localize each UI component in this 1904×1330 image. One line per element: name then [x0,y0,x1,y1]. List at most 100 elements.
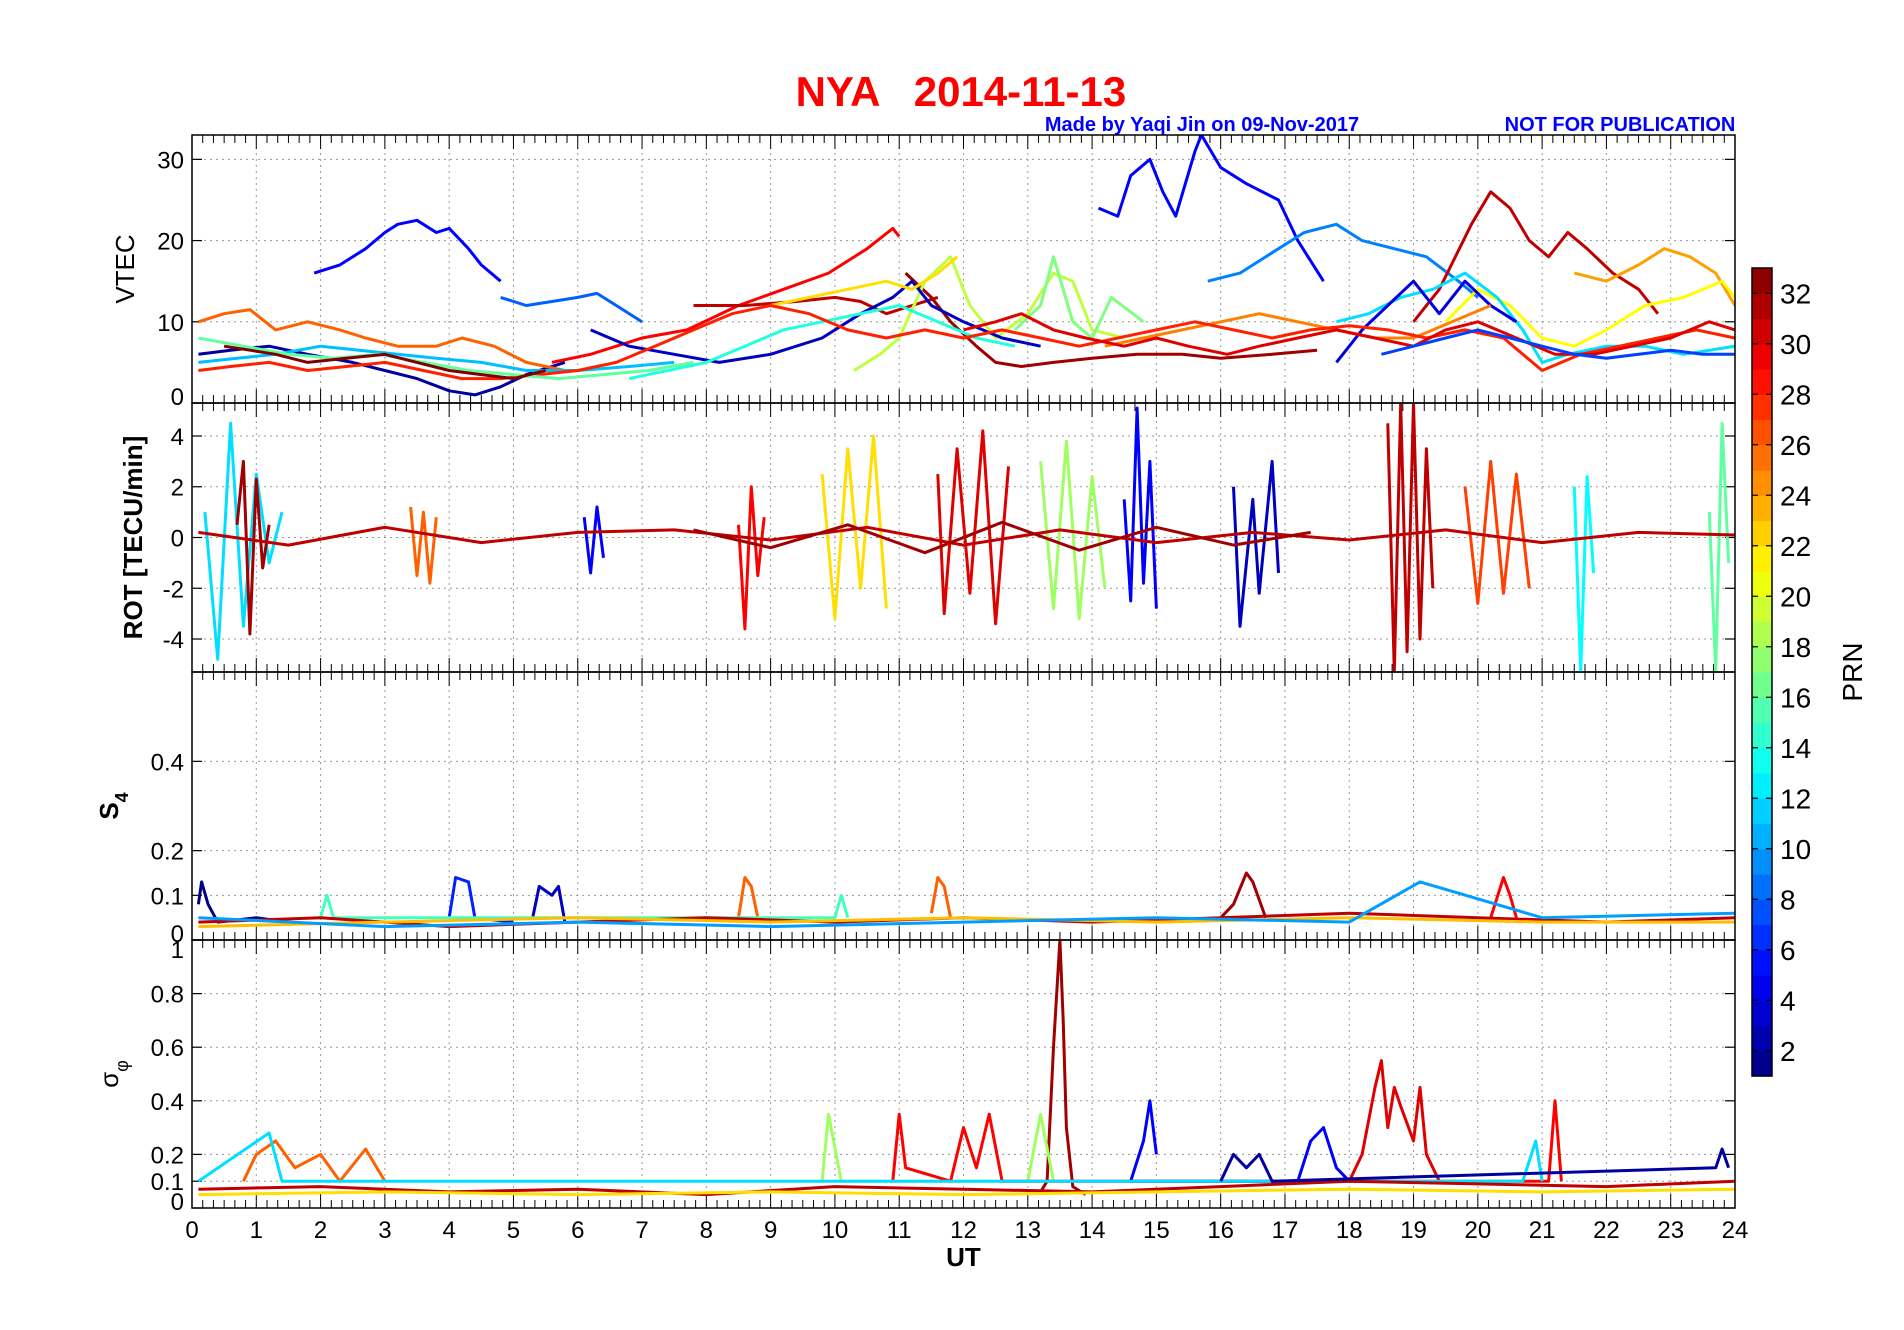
title-station: NYA [796,68,881,115]
series-prn-26 [409,506,438,585]
series-prn-30 [936,429,1010,626]
xtick-label: 15 [1143,1217,1170,1244]
colorbar-tick-label: 10 [1780,834,1811,865]
colorbar-segment [1752,823,1772,850]
xtick-label: 7 [635,1217,648,1244]
series-prn-2 [1219,1147,1731,1183]
series-prn-19 [853,255,1125,372]
ytick-label: 0.2 [151,839,184,866]
series-group [197,940,1735,1197]
colorbar-tick-label: 22 [1780,531,1811,562]
series-prn-23 [198,916,1735,929]
series-prn-5 [1097,135,1325,283]
ytick-label: 0 [171,526,184,553]
colorbar-segment [1752,394,1772,421]
colorbar-label: PRN [1837,642,1868,701]
series-prn-5 [1122,406,1158,609]
colorbar-tick-label: 8 [1780,884,1796,915]
ytick-label: 0.6 [151,1035,184,1062]
series-prn-26 [737,876,760,919]
xtick-label: 5 [507,1217,520,1244]
colorbar-tick-label: 20 [1780,581,1811,612]
ytick-label: 0.4 [151,749,184,776]
series-prn-17 [1013,255,1145,340]
colorbar-tick-label: 6 [1780,935,1796,966]
series-prn-27 [1463,459,1531,605]
series-prn-31 [693,295,939,316]
colorbar-tick-label: 24 [1780,480,1811,511]
series-prn-26 [242,1139,387,1183]
panel-sigma_phi: 00.10.2 0.4 0.6 0.8 1 σφ [94,937,1736,1216]
xtick-label: 18 [1336,1217,1363,1244]
credit-notice: NOT FOR PUBLICATION [1505,114,1736,136]
series-group [196,871,1735,929]
ylabel-vtec: VTEC [110,234,140,303]
colorbar-segment [1752,1025,1772,1052]
colorbar-segment [1752,646,1772,673]
series-prn-30 [963,312,1735,356]
ytick-label: 0.1 [151,883,184,910]
series-prn-22 [820,434,888,621]
series-prn-29 [1489,876,1518,919]
series-prn-12 [197,1131,1544,1183]
xtick-label: 19 [1400,1217,1427,1244]
ytick-label: 0.2 [151,1142,184,1169]
ytick-label: 0.4 [151,1089,184,1116]
ytick-label: 30 [157,147,184,174]
series-prn-22 [770,255,959,307]
xtick-label: 11 [887,1217,912,1244]
series-prn-3 [1232,459,1280,628]
colorbar-segment [1752,1050,1772,1077]
series-prn-26 [197,308,566,372]
colorbar-tick-label: 30 [1780,329,1811,360]
xtick-label: 6 [571,1217,584,1244]
series-prn-13 [1572,475,1596,672]
colorbar-segment [1752,924,1772,951]
series-prn-5 [313,218,502,283]
xtick-label: 13 [1014,1217,1041,1244]
xtick-label: 4 [442,1217,455,1244]
title-date: 2014-11-13 [914,68,1127,115]
xtick-label: 24 [1722,1217,1749,1244]
colorbar-segment [1752,495,1772,522]
colorbar-segment [1752,293,1772,320]
colorbar-segment [1752,545,1772,572]
series-prn-21 [1444,279,1735,348]
series-prn-18 [1039,439,1107,621]
xtick-label: 20 [1464,1217,1491,1244]
ytick-label: 0.1 [151,1169,184,1196]
ytick-label: 4 [171,424,184,451]
series-prn-12 [1336,271,1735,364]
ylabel-sigma_phi: σφ [94,1060,132,1088]
xtick-label: 17 [1272,1217,1299,1244]
series-prn-22 [198,1187,1735,1197]
colorbar-segment [1752,596,1772,623]
colorbar-tick-label: 26 [1780,430,1811,461]
ytick-label: 1 [171,937,184,964]
series-prn-9 [1207,222,1479,299]
series-prn-29 [891,1099,1563,1183]
colorbar-segment [1752,899,1772,926]
ytick-label: 0.8 [151,982,184,1009]
colorbar-tick-label: 12 [1780,783,1811,814]
colorbar-segment [1752,419,1772,446]
xtick-label: 10 [822,1217,849,1244]
series-prn-8 [500,291,643,324]
ytick-label: -4 [163,627,184,654]
colorbar-segment [1752,975,1772,1001]
series-prn-28 [198,304,1735,381]
series-prn-24 [1573,247,1735,307]
colorbar-tick-label: 4 [1780,985,1796,1016]
series-group [197,135,1735,397]
ytick-label: 10 [157,310,184,337]
series-prn-12 [203,421,284,661]
colorbar-segment [1752,672,1772,698]
xtick-label: 0 [185,1217,198,1244]
xtick-label: 8 [700,1217,713,1244]
xtick-label: 23 [1657,1217,1684,1244]
colorbar-segment [1752,848,1772,875]
series-prn-32 [235,459,271,636]
xtick-label: 21 [1529,1217,1556,1244]
